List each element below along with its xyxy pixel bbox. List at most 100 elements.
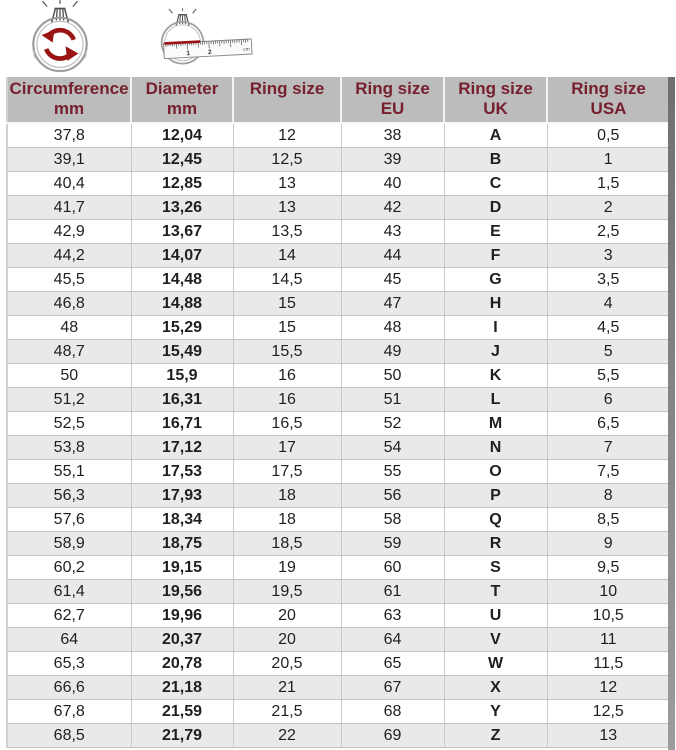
cell: 20,78 (131, 651, 234, 676)
cell: 14,48 (131, 267, 234, 292)
cell: 15,29 (131, 315, 234, 340)
cell: 16 (233, 387, 342, 412)
table-row: 67,8 21,59 21,5 68 Y 12,5 (7, 699, 669, 724)
cell: D (444, 195, 548, 220)
cell: 19 (233, 555, 342, 580)
cell: 13 (547, 723, 669, 748)
cell: 11 (547, 627, 669, 652)
cell: 17,12 (131, 435, 234, 460)
table-row: 41,7 13,26 13 42 D 2 (7, 195, 669, 220)
cell: 21 (233, 675, 342, 700)
cell: 14,07 (131, 243, 234, 268)
cell: 15 (233, 315, 342, 340)
table-row: 64 20,37 20 64 V 11 (7, 627, 669, 652)
cell: 48 (7, 315, 132, 340)
table-row: 51,2 16,31 16 51 L 6 (7, 387, 669, 412)
cell: 67,8 (7, 699, 132, 724)
diameter-measure-icon: 1 2 cm (160, 8, 253, 65)
cell: 11,5 (547, 651, 669, 676)
cell: 8,5 (547, 507, 669, 532)
cell: 1 (547, 147, 669, 172)
cell: 20 (233, 627, 342, 652)
cell: P (444, 483, 548, 508)
cell: 68,5 (7, 723, 132, 748)
cell: 16,31 (131, 387, 234, 412)
cell: 46,8 (7, 291, 132, 316)
table-row: 40,4 12,85 13 40 C 1,5 (7, 171, 669, 196)
header-row: Circumference mm Diameter mm Ring size Ring s… (7, 77, 669, 124)
cell: 16,71 (131, 411, 234, 436)
cell: 63 (341, 603, 445, 628)
cell: 59 (341, 531, 445, 556)
cell: V (444, 627, 548, 652)
cell: 55,1 (7, 459, 132, 484)
cell: B (444, 147, 548, 172)
cell: 9 (547, 531, 669, 556)
cell: 16,5 (233, 411, 342, 436)
cell: 21,59 (131, 699, 234, 724)
cell: 5,5 (547, 363, 669, 388)
cell: 13,5 (233, 219, 342, 244)
cell: 53,8 (7, 435, 132, 460)
cell: 0,5 (547, 123, 669, 148)
cell: 47 (341, 291, 445, 316)
cell: A (444, 123, 548, 148)
cell: 12 (547, 675, 669, 700)
cell: Z (444, 723, 548, 748)
cell: 64 (341, 627, 445, 652)
table-row: 42,9 13,67 13,5 43 E 2,5 (7, 219, 669, 244)
cell: L (444, 387, 548, 412)
cell: 12,5 (233, 147, 342, 172)
cell: 42 (341, 195, 445, 220)
cell: 40,4 (7, 171, 132, 196)
cell: 52 (341, 411, 445, 436)
cell: 19,96 (131, 603, 234, 628)
cell: 8 (547, 483, 669, 508)
column-header-ring-size-uk: Ring size UK (444, 77, 548, 124)
cell: 17 (233, 435, 342, 460)
cell: 13 (233, 195, 342, 220)
cell: 51 (341, 387, 445, 412)
ring-size-conversion-table: Circumference mm Diameter mm Ring size Ring s… (6, 77, 669, 748)
cell: 17,5 (233, 459, 342, 484)
table-row: 61,4 19,56 19,5 61 T 10 (7, 579, 669, 604)
cell: 12,85 (131, 171, 234, 196)
table-row: 65,3 20,78 20,5 65 W 11,5 (7, 651, 669, 676)
table-row: 56,3 17,93 18 56 P 8 (7, 483, 669, 508)
cell: 4,5 (547, 315, 669, 340)
table-row: 53,8 17,12 17 54 N 7 (7, 435, 669, 460)
cell: 55 (341, 459, 445, 484)
cell: K (444, 363, 548, 388)
table-row: 50 15,9 16 50 K 5,5 (7, 363, 669, 388)
cell: 61 (341, 579, 445, 604)
cell: 44,2 (7, 243, 132, 268)
cell: 54 (341, 435, 445, 460)
cell: 3 (547, 243, 669, 268)
cell: 14 (233, 243, 342, 268)
cell: 48,7 (7, 339, 132, 364)
cell: I (444, 315, 548, 340)
cell: 64 (7, 627, 132, 652)
cell: Y (444, 699, 548, 724)
column-header-ring-size: Ring size (233, 77, 342, 124)
cell: 6 (547, 387, 669, 412)
cell: E (444, 219, 548, 244)
cell: 39 (341, 147, 445, 172)
cell: 60,2 (7, 555, 132, 580)
cell: 15,9 (131, 363, 234, 388)
table-edge-shadow (668, 77, 675, 750)
cell: 14,88 (131, 291, 234, 316)
cell: 40 (341, 171, 445, 196)
cell: T (444, 579, 548, 604)
column-header-ring-size-usa: Ring size USA (547, 77, 669, 124)
table-row: 44,2 14,07 14 44 F 3 (7, 243, 669, 268)
cell: 21,79 (131, 723, 234, 748)
cell: C (444, 171, 548, 196)
cell: 20 (233, 603, 342, 628)
cell: 18 (233, 507, 342, 532)
cell: 19,5 (233, 579, 342, 604)
cell: 14,5 (233, 267, 342, 292)
cell: 6,5 (547, 411, 669, 436)
cell: F (444, 243, 548, 268)
